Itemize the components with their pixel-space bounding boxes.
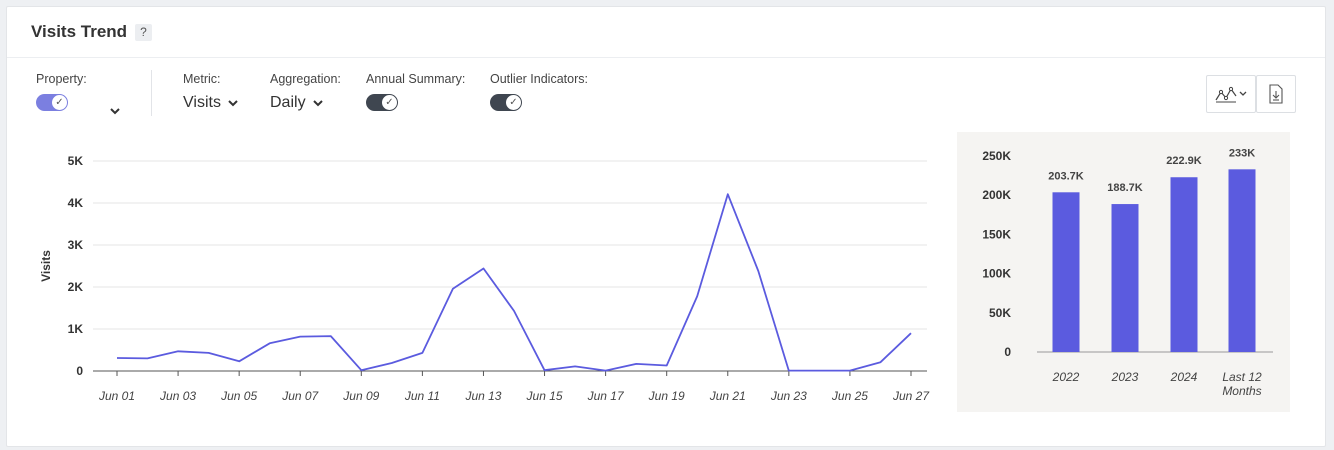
y-tick-label: 2K (68, 280, 84, 294)
x-tick-label: Jun 05 (220, 389, 257, 403)
metric-label: Metric: (183, 72, 221, 86)
aggregation-control: Aggregation: Daily (270, 72, 341, 111)
y-tick-label: 0 (1004, 345, 1011, 359)
y-tick-label: 3K (68, 238, 84, 252)
data-label: 188.7K (1107, 182, 1143, 194)
chevron-down-icon (312, 100, 323, 107)
y-tick-label: 100K (982, 267, 1011, 281)
control-divider (151, 70, 152, 116)
metric-control: Metric: Visits (183, 72, 238, 111)
card-header: Visits Trend ? (7, 7, 1325, 58)
annual-summary-control: Annual Summary: ✓ (366, 72, 466, 111)
outlier-indicators-control: Outlier Indicators: ✓ (490, 72, 588, 111)
x-tick-label: Jun 11 (404, 389, 440, 403)
bars: 203.7K 188.7K 222.9K 233K (1048, 147, 1256, 352)
x-tick-label: Jun 23 (770, 389, 807, 403)
bar[interactable] (1170, 177, 1198, 352)
metric-select[interactable]: Visits (183, 94, 239, 112)
check-icon: ✓ (52, 95, 67, 110)
x-tick-label: Jun 19 (648, 389, 685, 403)
y-tick-label: 150K (982, 227, 1011, 241)
x-tick-label: 2024 (1170, 370, 1198, 384)
data-label: 233K (1229, 147, 1255, 159)
outlier-indicators-label: Outlier Indicators: (490, 72, 588, 86)
x-tick-label: 2022 (1052, 370, 1080, 384)
x-tick-label: Jun 21 (709, 389, 746, 403)
x-tick-label: Jun 25 (831, 389, 868, 403)
x-tick-label: Jun 15 (526, 389, 563, 403)
annual-summary-panel: 0 50K 100K 150K 200K 250K 203.7K 188.7K 222.9K 2… (957, 132, 1290, 412)
visits-series-line (116, 193, 912, 372)
download-icon (1269, 84, 1283, 104)
metric-value: Visits (183, 94, 221, 111)
data-label: 222.9K (1166, 155, 1202, 167)
annual-summary-label: Annual Summary: (366, 72, 466, 86)
x-tick-label: Jun 07 (281, 389, 319, 403)
property-label: Property: (36, 72, 87, 86)
help-icon[interactable]: ? (135, 24, 152, 41)
x-tick-label: Jun 09 (342, 389, 379, 403)
bar[interactable] (1052, 192, 1080, 352)
x-tick-labels: 2022 2023 2024 Last 12 Months (1052, 370, 1262, 398)
download-button[interactable] (1256, 75, 1296, 113)
x-tick-label: 2023 (1111, 370, 1139, 384)
y-gridlines (93, 160, 927, 372)
check-icon: ✓ (506, 95, 521, 110)
y-axis-label: Visits (39, 250, 53, 282)
x-tick-label: Last 12 Months (1222, 370, 1262, 398)
x-tick-labels: Jun 01 Jun 03 Jun 05 Jun 07 Jun 09 Jun 11 Jun … (98, 371, 930, 403)
check-icon: ✓ (382, 95, 397, 110)
y-tick-label: 200K (982, 188, 1011, 202)
annual-summary-toggle[interactable]: ✓ (366, 94, 398, 111)
bar[interactable] (1111, 204, 1139, 352)
y-tick-label: 250K (982, 149, 1011, 163)
x-tick-label: Jun 17 (587, 389, 625, 403)
bar[interactable] (1228, 169, 1256, 352)
y-tick-label: 0 (76, 364, 83, 378)
y-tick-label: 5K (68, 154, 84, 168)
page-title: Visits Trend (31, 22, 128, 41)
x-tick-label: Jun 01 (98, 389, 135, 403)
line-chart-icon (1215, 86, 1247, 103)
y-tick-label: 4K (68, 196, 84, 210)
x-tick-label: Jun 27 (892, 389, 930, 403)
outlier-indicators-toggle[interactable]: ✓ (490, 94, 522, 111)
x-tick-label: Jun 13 (464, 389, 501, 403)
aggregation-select[interactable]: Daily (270, 94, 324, 112)
chart-type-button[interactable] (1206, 75, 1256, 113)
y-tick-label: 50K (989, 306, 1011, 320)
x-tick-label: Jun 03 (159, 389, 196, 403)
aggregation-label: Aggregation: (270, 72, 341, 86)
y-tick-label: 1K (68, 322, 84, 336)
property-control: Property: ✓ (36, 72, 120, 115)
data-label: 203.7K (1048, 170, 1084, 182)
aggregation-value: Daily (270, 94, 306, 111)
series-lines (116, 193, 912, 372)
property-dropdown-chevron-icon[interactable] (109, 105, 121, 117)
property-toggle[interactable]: ✓ (36, 94, 68, 111)
chevron-down-icon (228, 100, 238, 107)
y-tick-labels: 0 1K 2K 3K 4K 5K (68, 154, 84, 378)
